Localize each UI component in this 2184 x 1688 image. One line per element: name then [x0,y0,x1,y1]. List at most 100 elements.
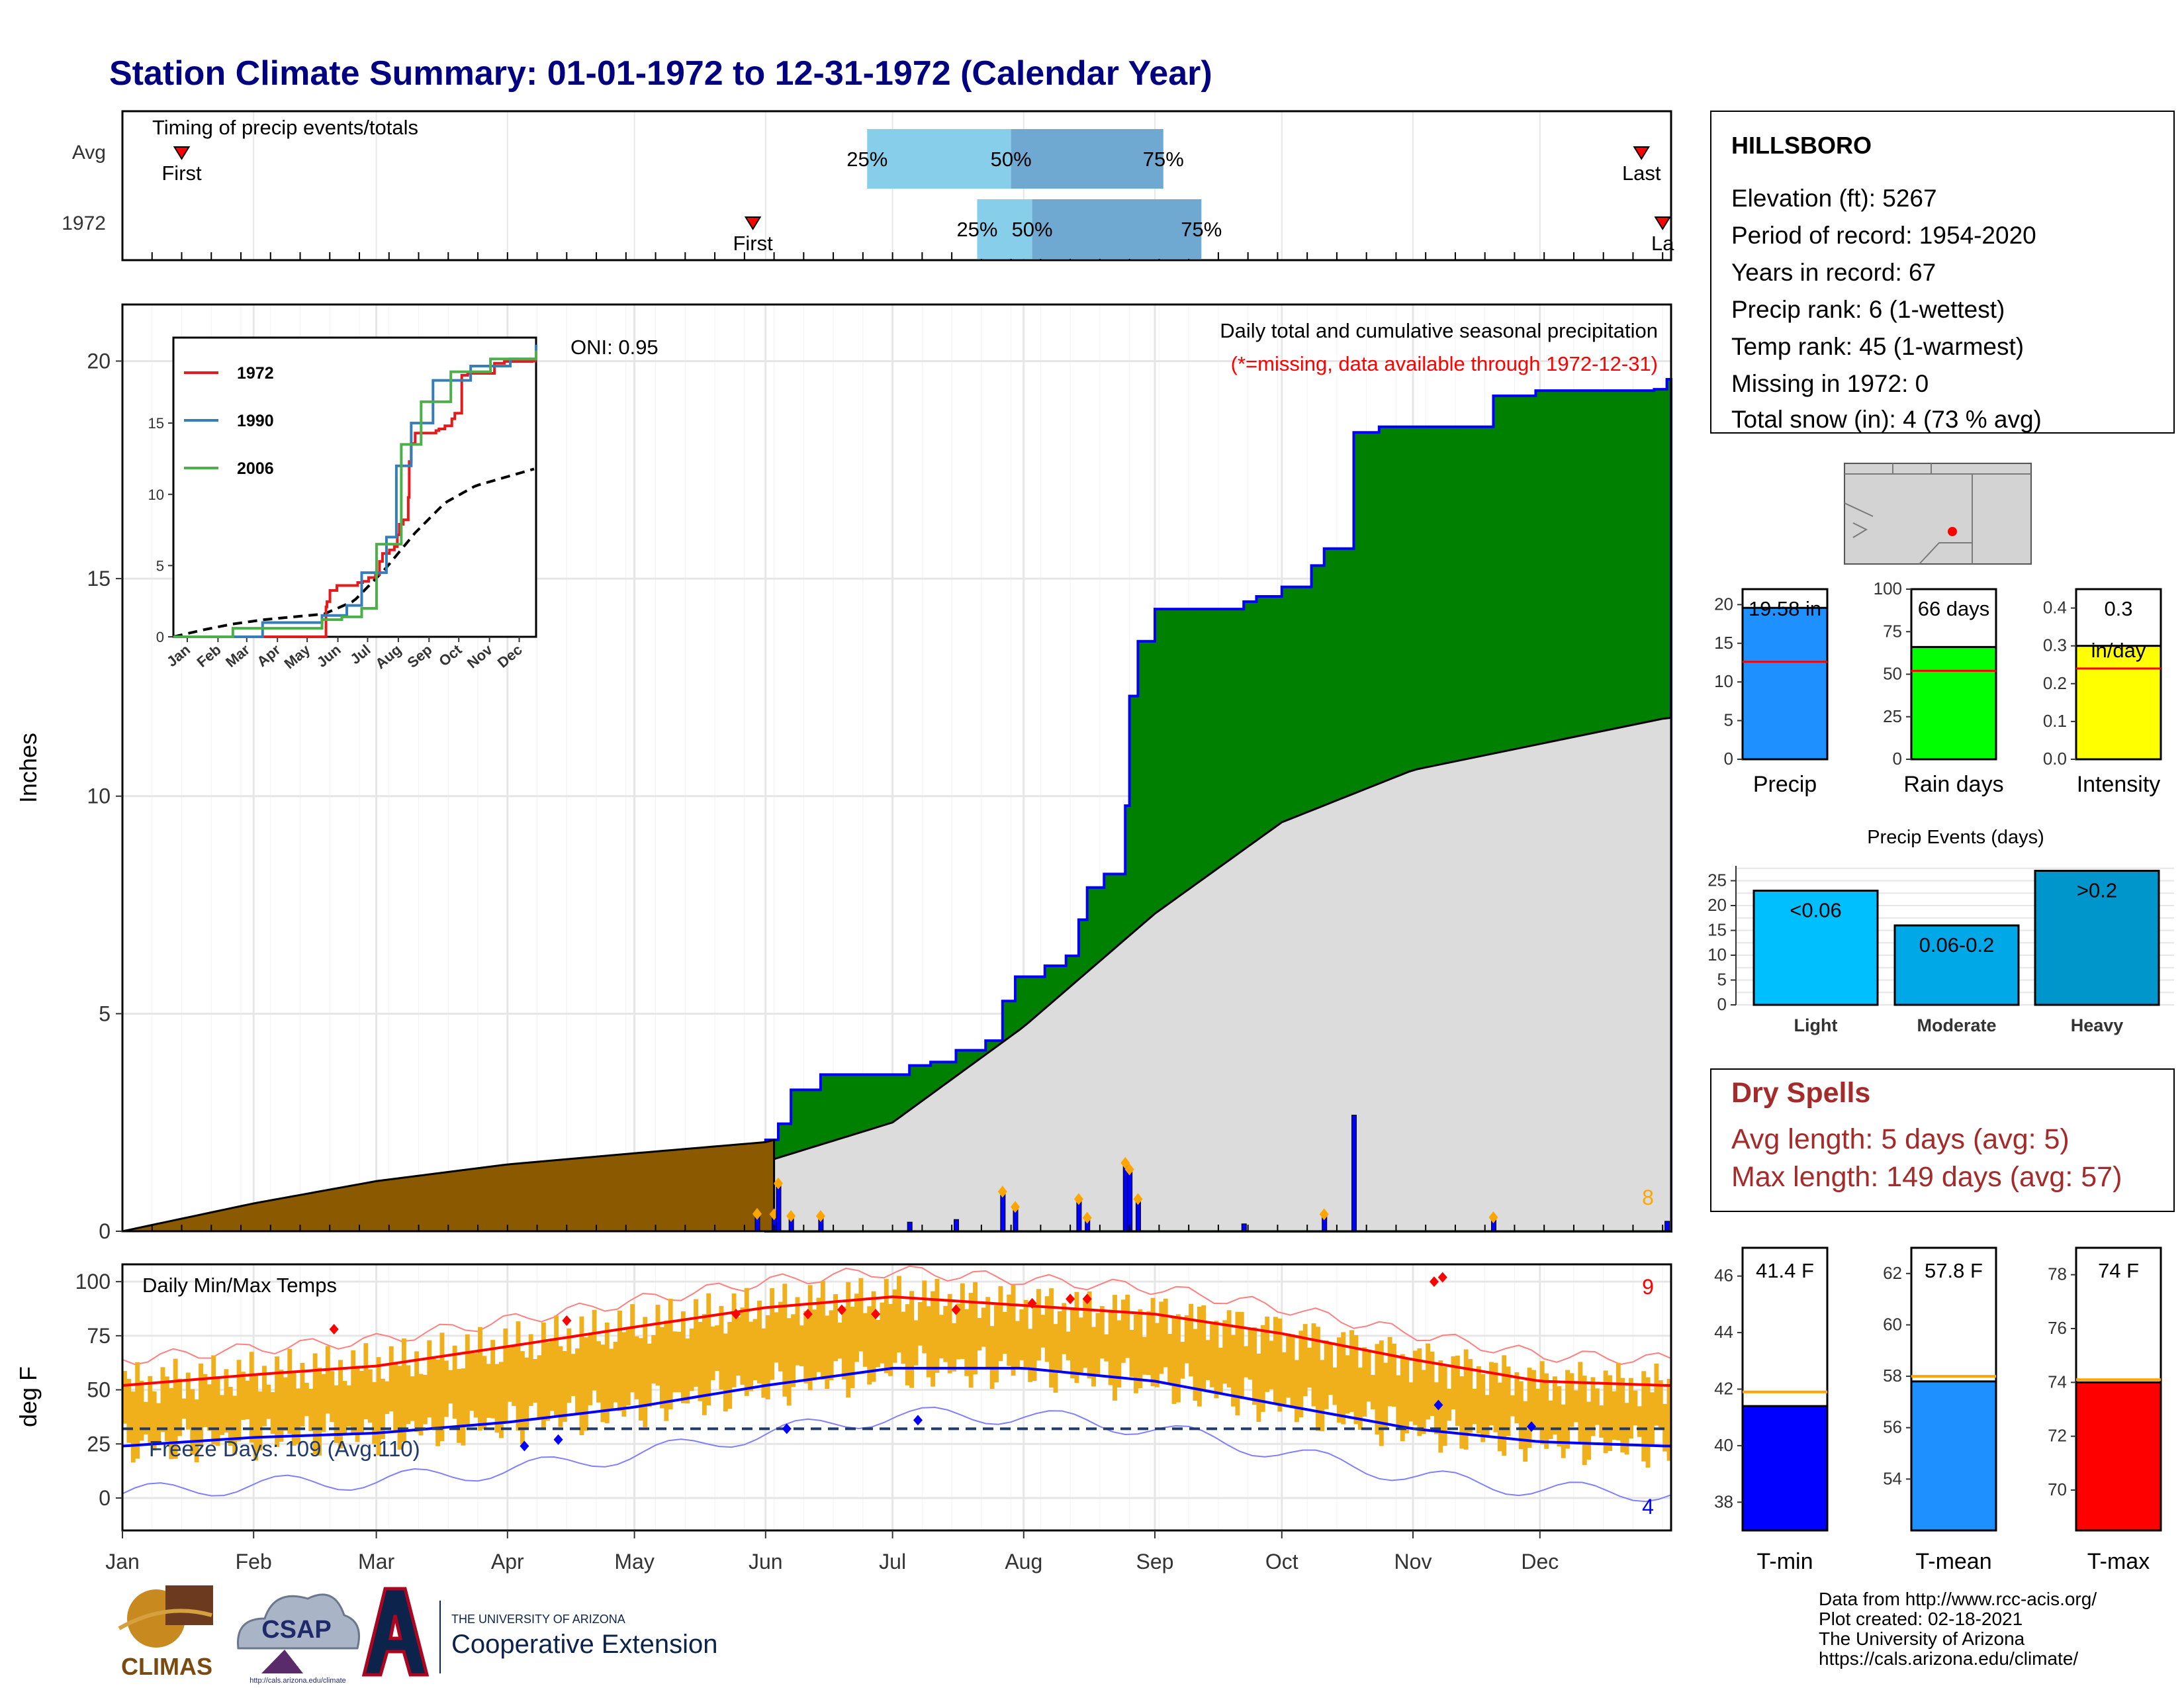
daily-temp-range-bar [1612,1391,1617,1440]
daily-temp-range-bar [1650,1392,1655,1447]
mini-bar-tick-label: 75 [1883,621,1902,641]
daily-precip-marker [752,1207,762,1220]
daily-temp-range-bar [1430,1351,1435,1417]
daily-temp-range-bar [1099,1306,1105,1359]
daily-temp-range-bar [846,1282,851,1398]
daily-temp-range-bar [634,1336,639,1399]
average-cumulative-area [764,716,1672,1233]
record-high-count: 9 [1642,1275,1654,1299]
record-high-marker [871,1309,881,1320]
climas-logo-field [165,1585,213,1625]
daily-temp-range-bar [1113,1295,1117,1401]
record-high-marker [1429,1276,1439,1288]
inset-y-tick-label: 0 [156,629,164,645]
daily-temp-range-bar [406,1365,411,1425]
daily-temp-range-bar [1028,1329,1033,1382]
timing-first-marker [744,216,762,230]
daily-temp-range-bar [160,1367,165,1432]
daily-temp-range-bar [913,1320,919,1366]
daily-temp-range-bar [143,1401,148,1434]
temp-summary-tick-label: 62 [1883,1263,1902,1283]
inset-y-tick-label: 15 [148,415,164,432]
mini-bar-tick-label: 0.4 [2043,598,2067,618]
temp-summary-tick-label: 72 [2048,1426,2067,1446]
precip-panel: 0 5 10 15 20 Inches Daily total and cumulati… [15,303,1672,1243]
daily-temp-range-bar [181,1398,187,1419]
inset-y-tick-label: 5 [156,557,164,574]
temp-summary-tick-label: 78 [2048,1264,2067,1284]
daily-temp-range-bar [312,1353,318,1455]
timing-first-label: First [733,232,773,255]
timing-first-label: First [161,162,202,185]
dry-spells-avg: Avg length: 5 days (avg: 5) [1731,1123,2070,1155]
precip-event-value-label: 0.06-0.2 [1919,933,1995,957]
daily-temp-range-bar [1502,1355,1507,1456]
daily-temp-range-bar [173,1358,178,1459]
daily-temp-range-bar [1083,1297,1088,1368]
daily-temp-range-bar [960,1283,965,1359]
daily-temp-range-bar [469,1352,475,1411]
precip-y-axis-label: Inches [15,733,42,803]
daily-temp-range-bar [1510,1395,1515,1417]
university-logo: THE UNIVERSITY OF ARIZONA Cooperative Ex… [361,1587,717,1677]
daily-temp-range-bar [1087,1291,1092,1379]
daily-temp-range-bar [698,1322,703,1401]
daily-temp-range-bar [490,1340,496,1419]
mini-bar-tick-label: 100 [1874,579,1902,598]
daily-precip-bar [907,1221,913,1232]
daily-temp-range-bar [710,1327,715,1380]
daily-temp-range-bar [749,1321,754,1391]
timing-frame [121,110,1672,261]
daily-temp-range-bar [388,1346,394,1412]
daily-temp-range-bar [1421,1370,1426,1434]
daily-precip-bar [1351,1115,1357,1232]
daily-precip-bar [776,1183,782,1232]
month-tick-label: Oct [1265,1550,1298,1573]
daily-precip-marker [1073,1193,1083,1205]
station-years: Years in record: 67 [1731,259,1936,286]
daily-temp-range-bar [1159,1301,1164,1374]
daily-temp-range-bar [905,1304,910,1385]
daily-temp-range-bar [1184,1315,1189,1364]
daily-temp-range-bar [1019,1309,1024,1360]
daily-temp-range-bar [639,1338,643,1421]
daily-temp-range-bar [1222,1320,1228,1384]
daily-temp-range-bar [1320,1360,1325,1432]
freeze-days-label: Freeze Days: 109 (Avg:110) [149,1436,420,1461]
daily-temp-range-bar [228,1387,233,1446]
daily-temp-range-bar [1134,1315,1138,1393]
daily-temp-range-bar [579,1316,584,1436]
daily-precip-marker [1488,1211,1498,1223]
daily-temp-range-bar [300,1362,305,1427]
record-low-marker [1433,1399,1443,1411]
daily-temp-range-bar [1463,1349,1469,1450]
daily-temp-range-bar [740,1307,745,1385]
daily-temp-range-bar [570,1354,576,1396]
daily-temp-range-bar [973,1282,978,1375]
precip-count-label: 8 [1642,1186,1654,1209]
record-high-marker [562,1315,572,1326]
daily-temp-range-bar [825,1315,830,1389]
temp-frame [121,1263,1672,1532]
daily-temp-range-bar [1539,1361,1545,1444]
record-high-marker [1437,1272,1447,1283]
record-high-marker [951,1304,961,1315]
university-small-text: THE UNIVERSITY OF ARIZONA [451,1613,625,1626]
daily-temp-range-bar [867,1306,872,1385]
timing-p75-label: 75% [1181,218,1222,241]
mini-bar-tick-label: 25 [1883,706,1902,726]
precip-events-title: Precip Events (days) [1867,827,2044,848]
precip-annotation-missing: (*=missing, data available through 1972-… [1231,352,1658,375]
daily-temp-range-bar [427,1340,432,1418]
timing-quartile-low [977,199,1032,259]
temp-y-tick-label: 25 [87,1432,111,1456]
daily-temp-range-bar [549,1340,555,1411]
daily-temp-range-bar [461,1368,466,1446]
daily-temp-range-bar [346,1385,351,1427]
daily-temp-range-bar [1608,1375,1612,1452]
daily-temp-range-bar [126,1378,132,1443]
daily-temp-range-bar [1091,1327,1096,1387]
daily-temp-range-bar [257,1391,263,1451]
